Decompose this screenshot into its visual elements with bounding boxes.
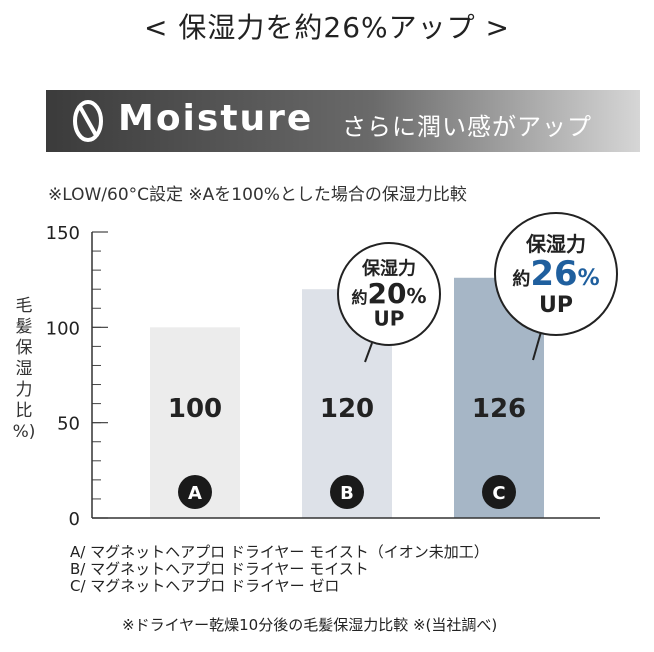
legend-item-a: A/ マグネットヘアプロ ドライヤー モイスト（イオン未加工）: [70, 543, 489, 561]
banner-word: Moisture: [118, 98, 314, 139]
y-tick-label: 100: [46, 318, 80, 339]
y-axis-label-char: 毛: [15, 296, 33, 316]
y-axis-label-char: 力: [15, 380, 33, 400]
legend: A/ マグネットヘアプロ ドライヤー モイスト（イオン未加工） B/ マグネット…: [70, 544, 489, 595]
y-axis-label-char: 保: [15, 338, 33, 358]
y-axis-label-char: 髪: [15, 317, 33, 337]
callout-pointer: [532, 331, 542, 361]
callout-value: 約20%: [351, 277, 426, 310]
moisture-logo-icon: [73, 100, 103, 142]
callout-pointer: [364, 342, 373, 363]
category-label: B: [340, 483, 354, 504]
callout-bubble: [494, 212, 618, 336]
category-badge: [482, 475, 516, 509]
bar-value-label: 100: [168, 394, 222, 424]
category-badge: [178, 475, 212, 509]
y-tick-label: 0: [69, 509, 80, 530]
bar-value-label: 120: [320, 394, 374, 424]
category-badge: [330, 475, 364, 509]
callout-value: 約26%: [512, 254, 599, 294]
callout-title: 保湿力: [525, 232, 586, 256]
banner-subtitle: さらに潤い感がアップ: [342, 113, 592, 141]
y-tick-label: 150: [46, 223, 80, 244]
category-label: A: [188, 483, 202, 504]
callout-up: UP: [374, 307, 405, 331]
callout-bubble: [337, 242, 441, 346]
bar-value-label: 126: [472, 394, 526, 424]
legend-item-b: B/ マグネットヘアプロ ドライヤー モイスト: [70, 560, 369, 578]
category-label: C: [492, 483, 505, 504]
y-axis-label: 毛 髪 保 湿 力 比 %): [12, 296, 36, 443]
y-axis-label-char: 比: [15, 401, 33, 421]
callout-up: UP: [539, 293, 573, 318]
y-axis-label-char: 湿: [15, 359, 33, 379]
moisture-banner: Moisture さらに潤い感がアップ: [46, 90, 640, 152]
y-tick-label: 50: [57, 414, 80, 435]
test-conditions: ※LOW/60°C設定 ※Aを100%とした場合の保湿力比較: [48, 185, 467, 205]
headline: < 保湿力を約26%アップ >: [144, 11, 510, 44]
footnote: ※ドライヤー乾燥10分後の毛髪保湿力比較 ※(当社調べ): [122, 616, 498, 634]
y-axis-label-char: %): [12, 422, 36, 442]
legend-item-c: C/ マグネットヘアプロ ドライヤー ゼロ: [70, 577, 340, 595]
callout-title: 保湿力: [361, 258, 416, 280]
